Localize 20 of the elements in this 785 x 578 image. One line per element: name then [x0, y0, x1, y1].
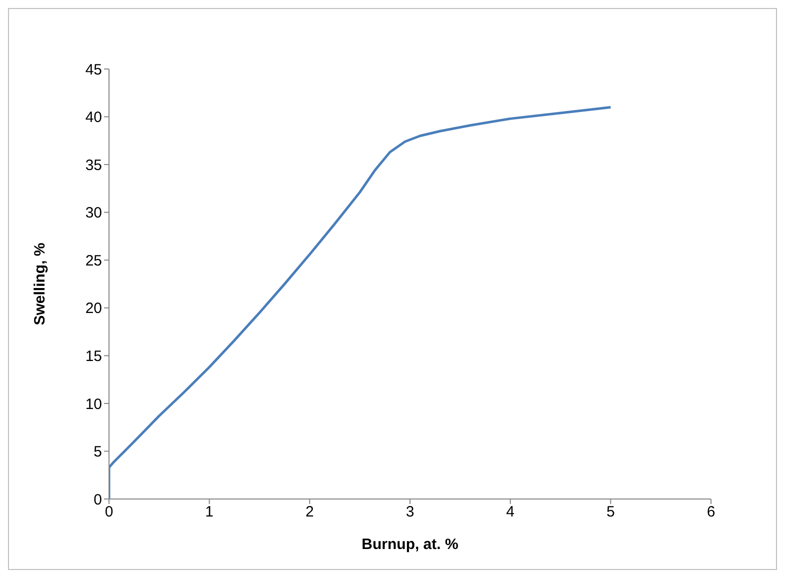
y-tick-label: 5 — [94, 444, 102, 461]
line-series — [109, 106, 612, 499]
y-tick-label: 30 — [85, 204, 102, 222]
x-tick-label: 5 — [606, 504, 615, 521]
y-tick-label: 15 — [85, 348, 102, 365]
x-tick-label: 2 — [305, 504, 314, 521]
y-tick-label: 0 — [94, 491, 102, 508]
y-tick-label: 25 — [85, 252, 102, 270]
y-tick-label: 10 — [85, 396, 102, 413]
y-tick-label: 40 — [85, 109, 102, 126]
x-tick-label: 1 — [205, 504, 214, 521]
x-tick-label: 6 — [706, 504, 716, 521]
y-tick-label: 20 — [85, 300, 102, 318]
y-tick-label: 45 — [85, 61, 102, 78]
x-tick-label: 0 — [104, 504, 114, 521]
y-axis-title: Swelling, % — [31, 242, 48, 326]
y-tick-label: 35 — [85, 156, 102, 174]
x-tick-label: 4 — [506, 504, 515, 521]
x-axis-title: Burnup, at. % — [362, 536, 458, 553]
x-tick-label: 3 — [406, 504, 414, 521]
